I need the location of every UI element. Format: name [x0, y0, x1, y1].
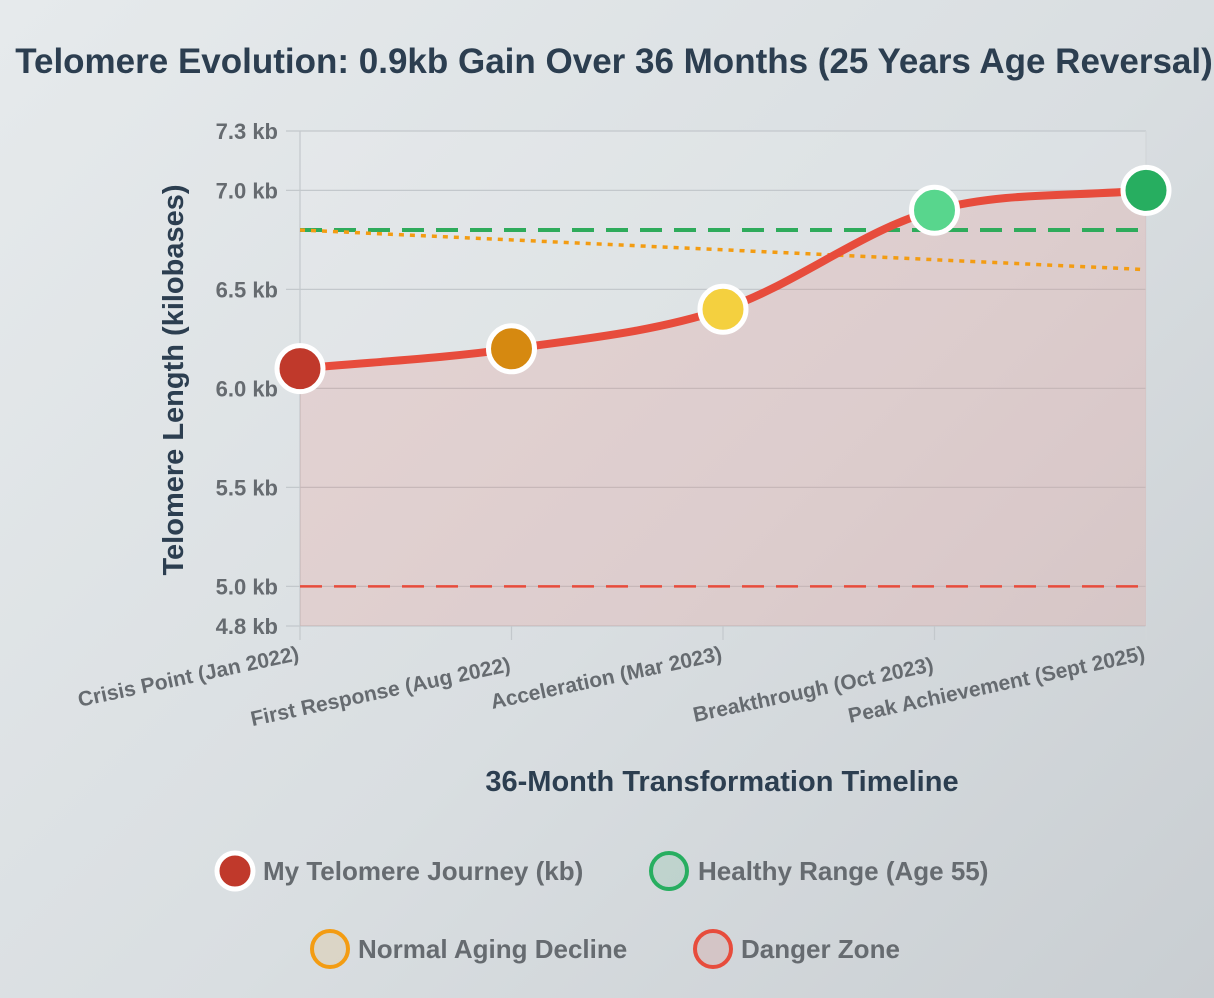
y-tick-label: 7.3 kb — [216, 119, 278, 144]
legend-marker[interactable] — [310, 929, 350, 969]
legend-label[interactable]: My Telomere Journey (kb) — [263, 856, 583, 886]
x-axis-ticks: Crisis Point (Jan 2022)First Response (A… — [76, 642, 1147, 731]
normal-aging-line — [299, 228, 1147, 272]
chart-title: Telomere Evolution: 0.9kb Gain Over 36 M… — [15, 42, 1213, 81]
x-tick-label: Crisis Point (Jan 2022) — [76, 642, 301, 711]
data-point[interactable] — [486, 323, 537, 375]
legend-marker[interactable] — [214, 850, 256, 892]
y-tick-label: 5.5 kb — [216, 475, 278, 500]
reference-lines — [299, 227, 1147, 588]
y-tick-label: 6.0 kb — [216, 376, 278, 401]
area-fill — [300, 190, 1146, 626]
legend-marker[interactable] — [649, 851, 689, 891]
y-tick-label: 7.0 kb — [216, 178, 278, 203]
y-axis-title: Telomere Length (kilobases) — [158, 184, 190, 575]
plot-area — [300, 131, 1146, 626]
journey-area-fill — [300, 190, 1146, 626]
legend-label[interactable]: Healthy Range (Age 55) — [698, 856, 988, 886]
data-points — [274, 164, 1172, 395]
legend-label[interactable]: Danger Zone — [741, 934, 900, 964]
data-point[interactable] — [909, 184, 960, 236]
legend: My Telomere Journey (kb) Healthy Range (A… — [214, 850, 988, 969]
data-point[interactable] — [1120, 164, 1172, 216]
x-tick-label: Acceleration (Mar 2023) — [489, 642, 724, 714]
y-tick-label: 5.0 kb — [216, 574, 278, 599]
legend-label[interactable]: Normal Aging Decline — [358, 934, 627, 964]
y-tick-label: 6.5 kb — [216, 277, 278, 302]
y-tick-label: 4.8 kb — [216, 614, 278, 639]
data-point[interactable] — [274, 343, 326, 395]
x-axis-title: 36-Month Transformation Timeline — [485, 766, 958, 798]
legend-marker[interactable] — [693, 929, 733, 969]
plot-background — [300, 131, 1146, 626]
y-axis-ticks: 7.3 kb 7.0 kb 6.5 kb 6.0 kb 5.5 kb 5.0 kb 4.8 … — [216, 119, 278, 639]
data-point[interactable] — [697, 283, 749, 335]
